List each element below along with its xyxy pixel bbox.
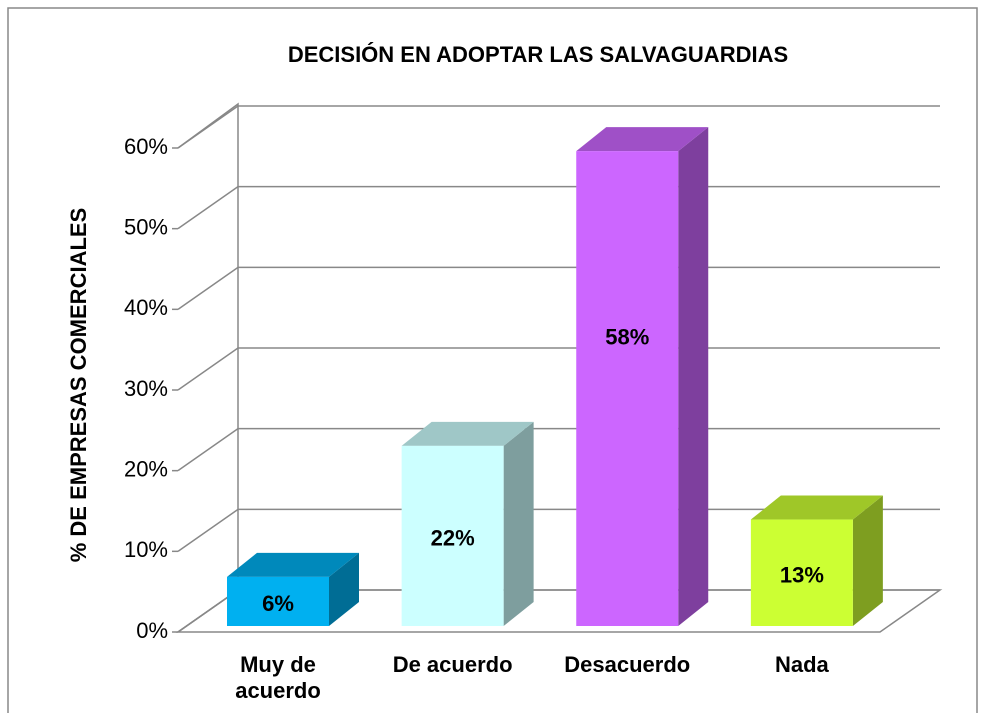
y-tick-label: 10% [124, 537, 168, 562]
x-tick-label-box: Desacuerdo [564, 652, 691, 677]
y-tick-label: 50% [124, 214, 168, 239]
bar [227, 576, 329, 626]
x-tick-label: Nada [774, 652, 829, 677]
x-tick-label: De acuerdo [392, 652, 513, 677]
bar-top [750, 495, 883, 520]
y-tick-label: 30% [124, 376, 168, 401]
chart-title: DECISIÓN EN ADOPTAR LAS SALVAGUARDIAS [288, 42, 788, 67]
bar [401, 445, 504, 626]
y-tick-label: 0% [136, 618, 168, 643]
grid-line [177, 105, 940, 149]
bar-side [678, 127, 709, 627]
bar [750, 519, 853, 626]
data-label: 6% [262, 591, 294, 616]
y-tick-label: 20% [124, 456, 168, 481]
bar-side [503, 421, 534, 626]
y-axis-title: % DE EMPRESAS COMERCIALES [66, 208, 91, 563]
x-tick-label-box: De acuerdo [392, 652, 513, 677]
x-tick-label: Desacuerdo [564, 652, 691, 677]
y-tick-label: 40% [124, 295, 168, 320]
data-label: 22% [431, 526, 475, 551]
x-tick-label-box: Nada [774, 652, 829, 677]
data-label: 13% [780, 563, 824, 588]
bar-top [401, 421, 534, 446]
bar-side [329, 552, 359, 626]
bar-top [576, 127, 709, 152]
data-label: 58% [605, 324, 649, 349]
y-tick-label: 60% [124, 134, 168, 159]
bar [576, 151, 679, 626]
bar-top [227, 552, 359, 577]
x-tick-label-box: Muy de acuerdo [235, 652, 321, 703]
bar-side [852, 495, 883, 626]
x-tick-label: Muy de acuerdo [235, 652, 321, 703]
